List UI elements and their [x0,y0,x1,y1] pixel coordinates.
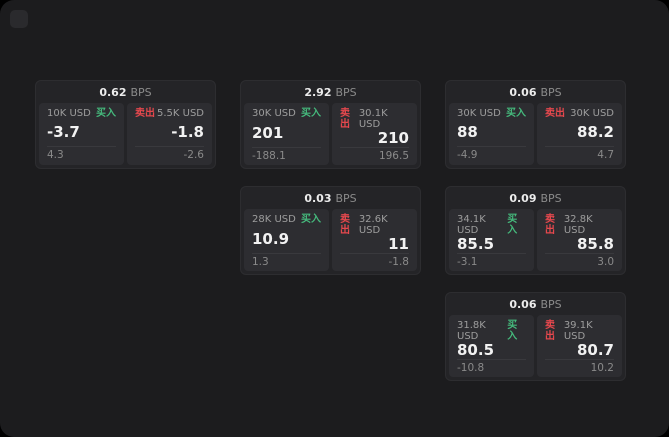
buy-price: 85.5 [457,235,495,253]
bps-value: 0.06 [509,85,537,99]
bps-value: 0.03 [304,191,332,205]
quote-card-grid: 0.62 BPS 10K USD 买入 -3.7 4.3 卖出 5.5K USD [35,80,626,381]
bps-unit-label: BPS [540,191,562,205]
bps-unit-label: BPS [335,85,357,99]
sell-panel[interactable]: 卖出 32.6K USD 11 -1.8 [332,209,417,272]
sell-price: 210 [377,129,409,147]
sell-panel[interactable]: 卖出 30.1K USD 210 196.5 [332,103,417,166]
sell-size: 30K USD [570,108,614,119]
buy-panel[interactable]: 34.1K USD 买入 85.5 -3.1 [449,209,534,272]
buy-label: 买入 [507,214,518,236]
buy-price: 88 [457,123,478,142]
sell-panel[interactable]: 卖出 30K USD 88.2 4.7 [537,103,622,165]
buy-price: 80.5 [457,341,495,359]
sell-price: 11 [388,235,409,253]
sell-label: 卖出 [135,108,155,119]
sell-size: 39.1K USD [563,320,593,342]
buy-delta: 1.3 [252,252,321,269]
sell-panel[interactable]: 卖出 32.8K USD 85.8 3.0 [537,209,622,272]
buy-price: 201 [252,123,284,142]
sell-price: 85.8 [576,235,614,253]
bps-unit-label: BPS [540,85,562,99]
quote-card: 0.03 BPS 28K USD 买入 10.9 1.3 卖出 32.6K US… [240,186,421,275]
menu-button[interactable] [10,10,28,28]
bps-header: 0.09 BPS [446,187,625,209]
bps-value: 0.62 [99,85,127,99]
buy-delta: -10.8 [457,358,526,375]
sell-label: 卖出 [545,320,555,342]
bps-header: 2.92 BPS [241,81,420,103]
buy-label: 买入 [301,214,321,225]
sell-delta: 3.0 [545,252,614,269]
bps-unit-label: BPS [130,85,152,99]
buy-panel[interactable]: 10K USD 买入 -3.7 4.3 [39,103,124,165]
buy-size: 10K USD [47,108,91,119]
bps-value: 0.09 [509,191,537,205]
buy-delta: -188.1 [252,146,321,163]
sell-panel[interactable]: 卖出 39.1K USD 80.7 10.2 [537,315,622,378]
bps-header: 0.62 BPS [36,81,215,103]
sell-size: 32.6K USD [358,214,388,236]
quote-card: 0.06 BPS 30K USD 买入 88 -4.9 卖出 30K USD [445,80,626,169]
sell-price: 88.2 [576,123,614,142]
buy-size: 28K USD [252,214,296,225]
quote-card: 2.92 BPS 30K USD 买入 201 -188.1 卖出 30.1K … [240,80,421,169]
sell-label: 卖出 [545,108,565,119]
sell-delta: -1.8 [340,252,409,269]
buy-price: -3.7 [47,123,80,142]
buy-size: 30K USD [252,108,296,119]
bps-header: 0.03 BPS [241,187,420,209]
buy-price: 10.9 [252,229,290,248]
sell-delta: 10.2 [545,358,614,375]
buy-label: 买入 [506,108,526,119]
sell-size: 32.8K USD [563,214,593,236]
bps-unit-label: BPS [540,297,562,311]
buy-size: 31.8K USD [457,320,486,342]
bps-value: 0.06 [509,297,537,311]
sell-delta: 4.7 [545,146,614,162]
buy-label: 买入 [507,320,518,342]
bps-header: 0.06 BPS [446,81,625,103]
sell-price: 80.7 [576,341,614,359]
quote-card: 0.62 BPS 10K USD 买入 -3.7 4.3 卖出 5.5K USD [35,80,216,169]
buy-panel[interactable]: 31.8K USD 买入 80.5 -10.8 [449,315,534,378]
buy-label: 买入 [301,108,321,119]
sell-panel[interactable]: 卖出 5.5K USD -1.8 -2.6 [127,103,212,165]
buy-delta: -3.1 [457,252,526,269]
sell-label: 卖出 [340,108,350,130]
sell-label: 卖出 [545,214,555,236]
sell-label: 卖出 [340,214,350,236]
quote-card: 0.06 BPS 31.8K USD 买入 80.5 -10.8 卖出 39.1… [445,292,626,381]
sell-delta: 196.5 [340,146,409,163]
buy-label: 买入 [96,108,116,119]
buy-panel[interactable]: 30K USD 买入 201 -188.1 [244,103,329,166]
buy-delta: 4.3 [47,146,116,162]
sell-size: 30.1K USD [358,108,388,130]
buy-panel[interactable]: 28K USD 买入 10.9 1.3 [244,209,329,272]
buy-size: 34.1K USD [457,214,486,236]
bps-header: 0.06 BPS [446,293,625,315]
sell-size: 5.5K USD [156,108,204,119]
quote-card: 0.09 BPS 34.1K USD 买入 85.5 -3.1 卖出 32.8K… [445,186,626,275]
buy-panel[interactable]: 30K USD 买入 88 -4.9 [449,103,534,165]
sell-delta: -2.6 [135,146,204,162]
buy-size: 30K USD [457,108,501,119]
bps-value: 2.92 [304,85,332,99]
buy-delta: -4.9 [457,146,526,162]
bps-unit-label: BPS [335,191,357,205]
sell-price: -1.8 [171,123,204,142]
